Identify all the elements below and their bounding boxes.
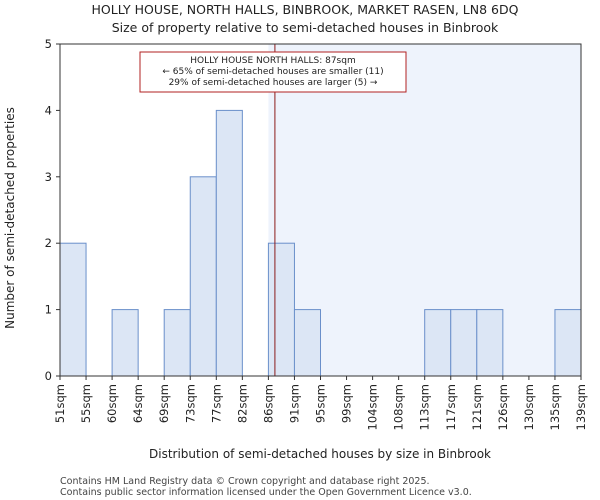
bar-86sqm	[267, 242, 295, 377]
bar-135sqm	[554, 309, 582, 377]
x-tick-label: 126sqm	[496, 384, 510, 430]
plot-area: 0 1 2 3 4 5 51sqm 55sqm 60sqm 64sqm 69sqm 73sqm 77s…	[45, 37, 588, 430]
bar-51sqm	[59, 242, 87, 377]
x-tick-label: 60sqm	[105, 384, 119, 423]
x-tick-label: 104sqm	[366, 384, 380, 430]
x-tick-label: 86sqm	[261, 384, 275, 423]
y-tick-label: 4	[45, 103, 52, 117]
y-axis-label: Number of semi-detached properties	[3, 107, 17, 329]
x-tick-label: 117sqm	[444, 384, 458, 430]
bar-69sqm	[163, 309, 191, 377]
y-tick-label: 1	[45, 303, 52, 317]
x-tick-label: 95sqm	[314, 384, 328, 423]
x-tick-label: 64sqm	[131, 384, 145, 423]
x-tick-label: 51sqm	[53, 384, 67, 423]
plot-frame	[59, 43, 582, 377]
x-tick-label: 135sqm	[548, 384, 562, 430]
x-axis-label: Distribution of semi-detached houses by …	[149, 447, 491, 461]
x-tick-label: 121sqm	[470, 384, 484, 430]
bar-77sqm	[215, 109, 243, 377]
x-tick-label: 99sqm	[340, 384, 354, 423]
footer-licence: Contains public sector information licen…	[60, 487, 472, 498]
x-tick-label: 73sqm	[183, 384, 197, 423]
x-tick-label: 55sqm	[79, 384, 93, 423]
bar-113sqm	[424, 309, 452, 377]
x-tick-label: 77sqm	[209, 384, 223, 423]
annotation-title: HOLLY HOUSE NORTH HALLS: 87sqm	[190, 56, 355, 66]
x-tick-label: 69sqm	[157, 384, 171, 423]
annotation-smaller: ← 65% of semi-detached houses are smalle…	[162, 67, 383, 77]
y-tick-label: 3	[45, 170, 52, 184]
chart-title: HOLLY HOUSE, NORTH HALLS, BINBROOK, MARK…	[92, 2, 519, 17]
x-tick-label: 91sqm	[287, 384, 301, 423]
y-tick-label: 5	[45, 37, 52, 51]
x-tick-label: 82sqm	[235, 384, 249, 423]
bar-121sqm	[476, 309, 504, 377]
annotation-frame	[139, 51, 407, 93]
bar-117sqm	[450, 309, 478, 377]
bar-73sqm	[189, 176, 217, 377]
x-tick-label: 113sqm	[418, 384, 432, 430]
bar-91sqm	[293, 309, 322, 377]
bar-60sqm	[111, 309, 139, 377]
x-tick-label: 130sqm	[522, 384, 536, 430]
annotation-larger: 29% of semi-detached houses are larger (…	[169, 78, 378, 88]
annotation-box: HOLLY HOUSE NORTH HALLS: 87sqm ← 65% of …	[139, 51, 407, 93]
footer-copyright: Contains HM Land Registry data © Crown c…	[60, 476, 430, 487]
y-tick-label: 2	[45, 236, 52, 250]
chart-subtitle: Size of property relative to semi-detach…	[112, 20, 499, 35]
y-tick-label: 0	[45, 369, 52, 383]
x-tick-label: 108sqm	[392, 384, 406, 430]
x-tick-label: 139sqm	[574, 384, 588, 430]
